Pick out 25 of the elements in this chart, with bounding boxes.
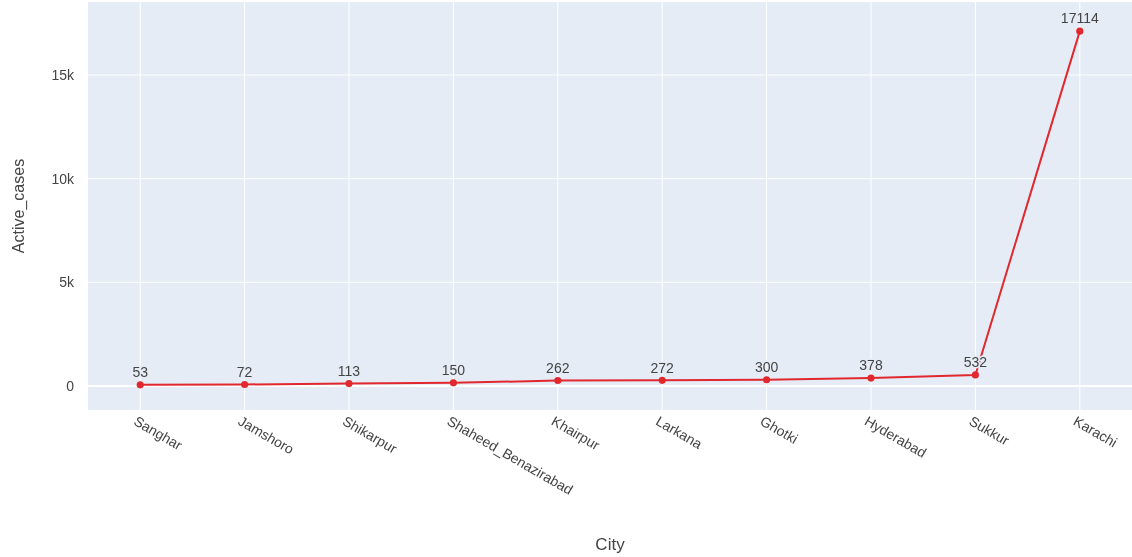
y-tick-label: 15k bbox=[51, 66, 75, 83]
data-label: 150 bbox=[441, 362, 466, 379]
data-label: 53 bbox=[132, 364, 149, 381]
y-tick-label: 10k bbox=[51, 170, 75, 187]
point bbox=[554, 376, 562, 385]
point bbox=[658, 376, 666, 384]
data-label: 72 bbox=[236, 363, 253, 380]
point bbox=[345, 380, 353, 388]
data-label: 113 bbox=[337, 362, 361, 379]
y-tick-label: 5k bbox=[59, 274, 75, 291]
data-label: 17114 bbox=[1060, 10, 1099, 27]
data-label: 378 bbox=[859, 357, 883, 374]
data-label: 272 bbox=[650, 359, 675, 376]
point bbox=[136, 381, 144, 389]
point bbox=[763, 376, 771, 384]
point bbox=[867, 374, 875, 382]
point bbox=[971, 371, 979, 379]
point bbox=[449, 379, 457, 387]
y-axis-title: Active_cases bbox=[10, 158, 28, 254]
point bbox=[1076, 27, 1084, 35]
data-label: 300 bbox=[754, 359, 779, 376]
data-label: 262 bbox=[546, 359, 570, 376]
point bbox=[241, 380, 249, 389]
y-tick-label: 0 bbox=[66, 377, 75, 394]
x-axis-title: City bbox=[595, 535, 626, 554]
